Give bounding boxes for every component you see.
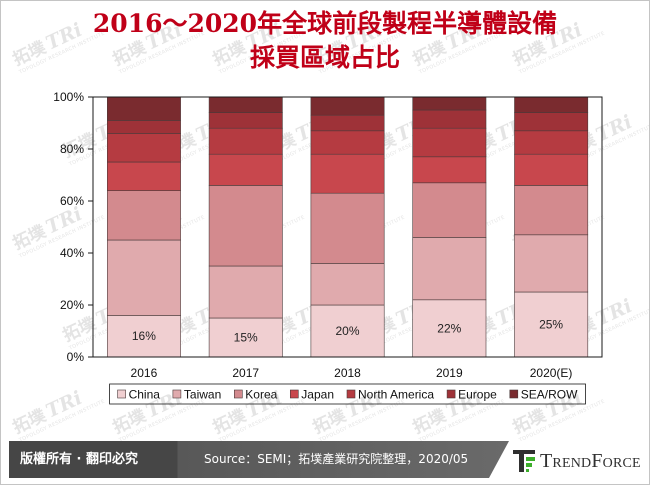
legend-label-north-america: North America (358, 388, 434, 402)
legend-swatch-europe (446, 389, 456, 399)
data-label: 22% (437, 321, 461, 335)
bar-segment-north-america-2018 (310, 130, 385, 155)
bar-segment-korea-2020-e (514, 185, 589, 236)
legend-label-japan: Japan (301, 388, 334, 402)
bar-segment-europe-2018 (310, 114, 385, 132)
bar-segment-japan-2017 (208, 153, 283, 186)
legend-label-taiwan: Taiwan (184, 388, 221, 402)
bar-segment-japan-2018 (310, 153, 385, 194)
bar-segment-taiwan-2018 (310, 263, 385, 306)
bar-segment-china-2019 (412, 299, 487, 358)
bar-segment-taiwan-2020-e (514, 234, 589, 293)
chart-title-line-1: 2016～2020年全球前段製程半導體設備 (92, 9, 558, 38)
bar-segment-europe-2020-e (514, 112, 589, 132)
legend-label-korea: Korea (245, 388, 277, 402)
bar-segment-taiwan-2019 (412, 237, 487, 301)
legend-box (109, 383, 586, 405)
bar-segment-taiwan-2017 (208, 265, 283, 319)
bar-segment-europe-2019 (412, 109, 487, 129)
trendforce-logo: TrendForce (513, 447, 645, 475)
bar-segment-sea-row-2017 (208, 96, 283, 113)
stacked-bar-chart: 16% 2016 15% 2017 20% 2018 22% 2019 25% 2020(E) 0%… (53, 90, 603, 405)
bar-segment-sea-row-2018 (310, 96, 385, 116)
data-label: 20% (335, 324, 359, 338)
bar-segment-sea-row-2016 (107, 96, 181, 121)
legend-label-china: China (129, 388, 161, 402)
bar-segment-north-america-2016 (107, 133, 181, 163)
legend-swatch-china (117, 389, 126, 399)
bar-segment-europe-2016 (107, 120, 181, 134)
legend-label-sea-row: SEA/ROW (521, 388, 578, 402)
bar-segment-japan-2016 (107, 161, 181, 191)
bar-segment-korea-2016 (107, 190, 181, 241)
footer-bar: 版權所有 · 翻印必究 Source：SEMI；拓墣產業研究院整理，2020/0… (9, 441, 509, 478)
data-label: 25% (539, 318, 563, 332)
bar-segment-china-2016 (107, 315, 181, 358)
data-label: 15% (234, 331, 258, 345)
plot-frame (92, 96, 603, 358)
bar-segment-north-america-2020-e (514, 130, 589, 155)
x-tick-label: 2017 (232, 366, 259, 380)
bar-segment-korea-2018 (310, 192, 385, 264)
bar-segment-north-america-2019 (412, 127, 487, 158)
bar-segment-korea-2019 (412, 182, 487, 238)
legend-swatch-taiwan (172, 389, 182, 399)
x-tick-label: 2016 (131, 366, 158, 380)
source-note: Source：SEMI；拓墣產業研究院整理，2020/05 (204, 452, 469, 466)
trendforce-logo-icon (513, 450, 535, 472)
legend-swatch-korea (234, 389, 243, 399)
bar-segment-china-2020-e (514, 291, 589, 358)
x-tick-label: 2018 (334, 366, 361, 380)
legend-swatch-japan (289, 389, 299, 399)
trendforce-logo-text: TrendForce (540, 450, 641, 472)
bar-segment-japan-2019 (412, 156, 487, 184)
x-tick-label: 2019 (436, 366, 463, 380)
bar-segment-japan-2020-e (514, 153, 589, 186)
bar-segment-china-2017 (208, 317, 283, 358)
y-tick-label: 100% (53, 90, 84, 104)
y-tick-label: 0% (67, 350, 85, 364)
y-tick-label: 20% (60, 298, 84, 312)
data-label: 16% (132, 329, 156, 343)
bar-segment-sea-row-2020-e (514, 96, 589, 113)
y-tick-label: 40% (60, 246, 84, 260)
bar-segment-europe-2017 (208, 112, 283, 129)
y-tick-label: 60% (60, 194, 84, 208)
x-tick-label: 2020(E) (530, 366, 573, 380)
bar-segment-korea-2017 (208, 185, 283, 267)
bar-segment-taiwan-2016 (107, 239, 181, 316)
legend-swatch-sea-row (509, 389, 519, 399)
chart-title-line-2: 採買區域占比 (249, 43, 400, 72)
legend-label-europe: Europe (458, 388, 497, 402)
legend-swatch-north-america (346, 389, 356, 399)
bar-segment-north-america-2017 (208, 127, 283, 155)
copyright-notice: 版權所有 · 翻印必究 (20, 452, 138, 467)
bar-segment-sea-row-2019 (412, 96, 487, 111)
y-tick-label: 80% (60, 142, 84, 156)
